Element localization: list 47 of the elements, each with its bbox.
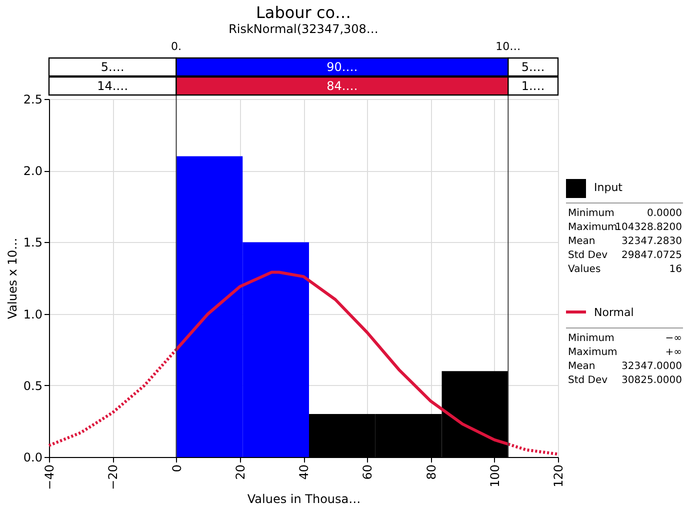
ref-line-label: 10…: [496, 40, 521, 53]
x-tick-label: 0: [170, 464, 184, 472]
text: 29847.0725: [622, 250, 682, 261]
x-tick-label: 20: [233, 464, 248, 480]
text: Maximum: [568, 347, 618, 358]
text: 104328.8200: [615, 222, 682, 233]
text: 90.…: [326, 60, 358, 74]
x-tick-label: 80: [424, 464, 438, 480]
text: 14.…: [97, 79, 128, 93]
text: 0.0000: [647, 208, 682, 219]
text: Minimum: [568, 333, 614, 344]
text: Std Dev: [568, 375, 608, 386]
text: 16: [669, 264, 682, 275]
text: 1.…: [521, 79, 545, 93]
text: Mean: [568, 361, 596, 372]
text: Minimum: [568, 208, 614, 219]
x-tick-label: −40: [42, 464, 56, 490]
text: 32347.2830: [622, 236, 682, 247]
chart-subtitle: RiskNormal(32347,308…: [228, 22, 378, 36]
ref-line-label: 0.: [171, 40, 182, 53]
legend-label: Input: [594, 181, 624, 194]
x-tick-label: 100: [488, 464, 502, 488]
text: Values: [568, 264, 601, 275]
text: 5.…: [100, 60, 124, 74]
y-tick-label: 0.5: [23, 378, 42, 393]
text: +∞: [665, 347, 682, 358]
text: Maximum: [568, 222, 618, 233]
text: 32347.0000: [622, 361, 682, 372]
y-tick-label: 1.5: [23, 236, 42, 250]
text: −∞: [665, 333, 682, 344]
x-axis-title: Values in Thousa…: [247, 492, 361, 506]
text: Std Dev: [568, 250, 608, 261]
text: 30825.0000: [622, 375, 682, 386]
text: 84.…: [326, 79, 358, 93]
legend-label: Normal: [594, 306, 634, 319]
y-tick-label: 0.0: [23, 450, 42, 464]
x-tick-label: −20: [106, 464, 120, 490]
y-tick-label: 2.0: [23, 164, 42, 178]
x-tick-label: 60: [360, 464, 375, 480]
y-tick-label: 1.0: [23, 307, 42, 322]
chart-title: Labour co…: [256, 3, 352, 22]
y-axis-title: Values x 10…: [5, 238, 20, 320]
y-tick-label: 2.5: [23, 92, 42, 106]
x-tick-label: 120: [552, 464, 566, 488]
x-tick-label: 40: [297, 464, 311, 480]
text: 5.…: [521, 60, 545, 74]
text: Mean: [568, 236, 596, 247]
